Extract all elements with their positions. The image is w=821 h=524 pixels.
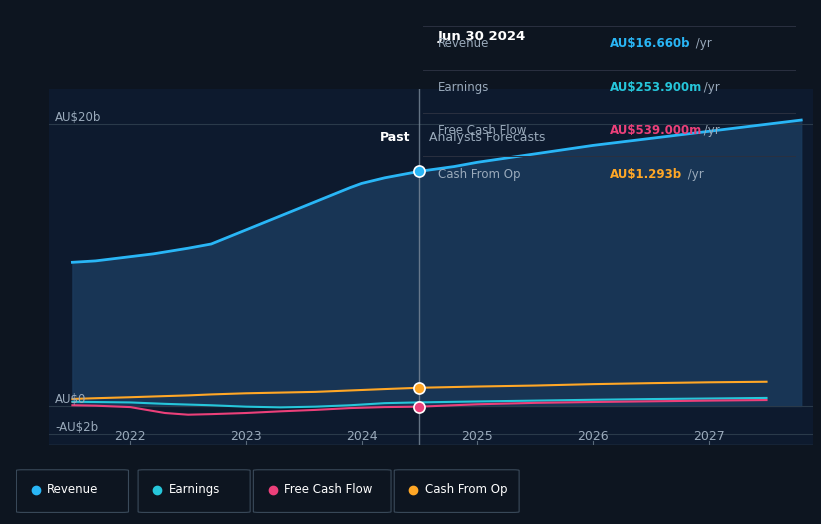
Text: 2023: 2023 — [230, 430, 262, 443]
Text: AU$20b: AU$20b — [55, 111, 102, 124]
Text: Past: Past — [379, 132, 410, 144]
Text: Earnings: Earnings — [438, 81, 489, 94]
Text: Cash From Op: Cash From Op — [425, 484, 507, 496]
Text: /yr: /yr — [700, 124, 720, 137]
Text: Jun 30 2024: Jun 30 2024 — [438, 30, 526, 43]
Text: Analysts Forecasts: Analysts Forecasts — [429, 132, 545, 144]
Text: 2025: 2025 — [461, 430, 493, 443]
Text: Cash From Op: Cash From Op — [438, 168, 521, 181]
Text: 2022: 2022 — [114, 430, 146, 443]
Text: Free Cash Flow: Free Cash Flow — [438, 124, 526, 137]
Text: AU$1.293b: AU$1.293b — [609, 168, 681, 181]
Text: Earnings: Earnings — [169, 484, 220, 496]
Text: AU$539.000m: AU$539.000m — [609, 124, 702, 137]
Text: /yr: /yr — [692, 37, 712, 50]
Text: /yr: /yr — [684, 168, 704, 181]
Text: Revenue: Revenue — [438, 37, 489, 50]
Text: AU$16.660b: AU$16.660b — [609, 37, 690, 50]
Text: AU$253.900m: AU$253.900m — [609, 81, 702, 94]
Text: Revenue: Revenue — [47, 484, 99, 496]
Text: 2026: 2026 — [577, 430, 609, 443]
Text: -AU$2b: -AU$2b — [55, 421, 99, 434]
Text: 2024: 2024 — [346, 430, 378, 443]
Text: 2027: 2027 — [693, 430, 725, 443]
Text: Free Cash Flow: Free Cash Flow — [284, 484, 373, 496]
Text: AU$0: AU$0 — [55, 393, 86, 406]
Text: /yr: /yr — [700, 81, 720, 94]
